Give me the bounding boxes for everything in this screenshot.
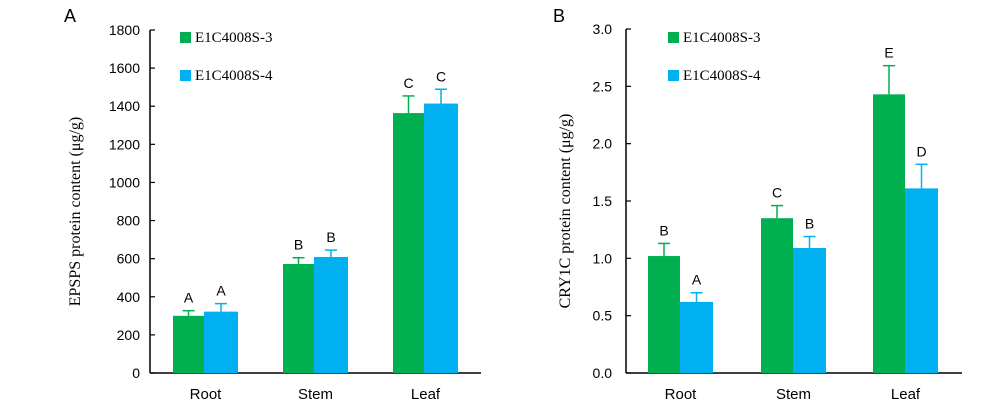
significance-label: B xyxy=(326,229,335,245)
legend-label: E1C4008S-4 xyxy=(683,68,761,84)
y-tick-label: 1000 xyxy=(109,174,140,190)
significance-label: B xyxy=(805,216,814,232)
y-tick-label: 0.5 xyxy=(593,308,613,324)
significance-label: C xyxy=(436,68,446,84)
panel-letter: A xyxy=(64,6,76,26)
y-tick-label: 3.0 xyxy=(593,21,613,37)
y-tick-label: 400 xyxy=(117,289,141,305)
y-tick-label: 2.5 xyxy=(593,78,613,94)
y-tick-label: 0.0 xyxy=(593,365,613,381)
significance-label: A xyxy=(216,283,226,299)
bar-e1c4008s-3-stem xyxy=(761,218,793,373)
significance-label: C xyxy=(772,185,782,201)
significance-label: B xyxy=(659,222,668,238)
panel-b: B CRY1C protein content (μg/g) 0.0 0.5 1.0 1.… xyxy=(553,6,962,403)
bar-e1c4008s-4-leaf xyxy=(905,188,938,373)
significance-label: D xyxy=(916,143,926,159)
legend-label: E1C4008S-3 xyxy=(195,30,273,46)
bar-e1c4008s-3-leaf xyxy=(873,94,905,374)
x-category-label: Root xyxy=(665,386,698,403)
significance-label: B xyxy=(294,237,303,253)
y-tick-label: 1800 xyxy=(109,22,140,38)
bar-e1c4008s-3-stem xyxy=(283,264,314,373)
y-tick-label: 1400 xyxy=(109,98,140,114)
bar-e1c4008s-4-root xyxy=(680,301,713,373)
y-tick-label: 200 xyxy=(117,327,141,343)
y-tick-label: 2.0 xyxy=(593,136,613,152)
legend-swatch xyxy=(180,32,191,43)
bar-e1c4008s-4-leaf xyxy=(424,103,458,373)
x-category-label: Leaf xyxy=(891,386,921,403)
y-tick-label: 1.5 xyxy=(593,193,613,209)
y-tick-label: 600 xyxy=(117,251,141,267)
x-category-label: Stem xyxy=(776,386,811,403)
significance-label: A xyxy=(184,290,194,306)
panel-letter: B xyxy=(553,6,565,26)
y-tick-label: 1200 xyxy=(109,136,140,152)
legend-label: E1C4008S-3 xyxy=(683,30,761,46)
bar-e1c4008s-3-root xyxy=(648,256,680,373)
significance-label: A xyxy=(692,272,702,288)
x-category-label: Root xyxy=(190,386,223,403)
y-axis-title: EPSPS protein content (μg/g) xyxy=(67,117,84,306)
panel-a: A EPSPS protein content (μg/g) 0 200 400 600 8… xyxy=(64,6,481,403)
significance-label: C xyxy=(403,75,413,91)
bar-e1c4008s-4-stem xyxy=(793,248,826,373)
legend-swatch xyxy=(180,70,191,81)
legend-swatch xyxy=(668,32,679,43)
x-category-label: Stem xyxy=(298,386,333,403)
significance-label: E xyxy=(884,45,893,61)
y-tick-label: 0 xyxy=(132,365,140,381)
y-axis-title: CRY1C protein content (μg/g) xyxy=(557,114,574,309)
bar-e1c4008s-4-root xyxy=(204,311,238,373)
bar-e1c4008s-3-leaf xyxy=(393,113,424,374)
y-tick-label: 1.0 xyxy=(593,250,613,266)
y-tick-label: 800 xyxy=(117,213,141,229)
y-tick-label: 1600 xyxy=(109,60,140,76)
legend-label: E1C4008S-4 xyxy=(195,68,273,84)
x-category-label: Leaf xyxy=(411,386,441,403)
legend-swatch xyxy=(668,70,679,81)
bar-e1c4008s-3-root xyxy=(173,315,204,373)
bar-e1c4008s-4-stem xyxy=(314,256,348,373)
